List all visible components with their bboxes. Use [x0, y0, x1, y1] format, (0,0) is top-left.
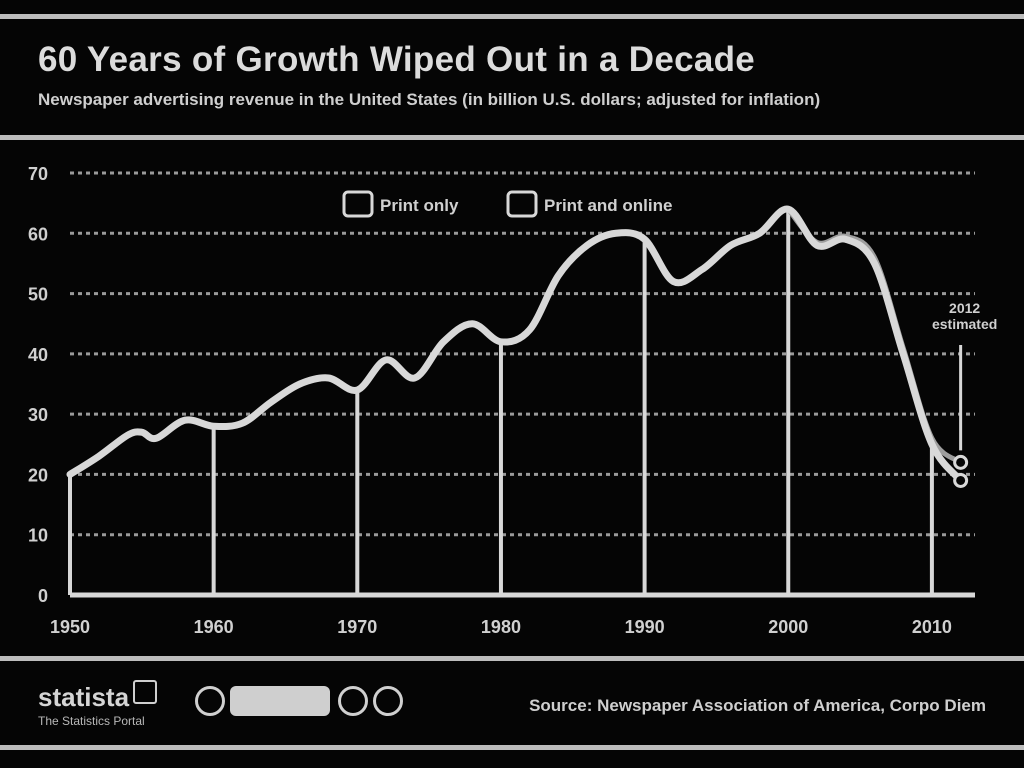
attribution-icon: [338, 686, 368, 716]
brand-tagline: The Statistics Portal: [38, 714, 145, 728]
x-tick-label-2010: 2010: [912, 617, 952, 637]
source-note: Source: Newspaper Association of America…: [529, 696, 986, 715]
legend-swatch-print-only: [342, 190, 374, 218]
bottom-rule: [0, 745, 1024, 750]
chart-subtitle: Newspaper advertising revenue in the Uni…: [38, 90, 821, 109]
check-icon: [133, 680, 158, 704]
line-chart: 0 10 20 30 40 50 60 70 1950 1960 1970 1980 1990 2000 2…: [28, 164, 997, 637]
y-tick-label-70: 70: [28, 164, 48, 184]
annotation-line2: estimated: [932, 316, 997, 332]
x-tick-label-1960: 1960: [194, 617, 234, 637]
creative-commons-icon: [195, 686, 225, 716]
legend-label-print-only: Print only: [380, 196, 459, 215]
annotation-text: 2012 estimated: [932, 300, 997, 332]
y-tick-label-30: 30: [28, 405, 48, 425]
legend-swatch-print-and-online: [506, 190, 538, 218]
x-tick-label-2000: 2000: [768, 617, 808, 637]
y-tick-label-20: 20: [28, 465, 48, 485]
top-rule: [0, 14, 1024, 19]
x-tick-label-1970: 1970: [337, 617, 377, 637]
y-tick-label-50: 50: [28, 285, 48, 305]
footer-divider: [0, 656, 1024, 661]
statista-logo: statista The Statistics Portal: [38, 680, 158, 728]
chart-title: 60 Years of Growth Wiped Out in a Decade: [38, 40, 756, 79]
y-tick-label-10: 10: [28, 526, 48, 546]
series-line-print-only: [66, 205, 965, 484]
x-tick-label-1990: 1990: [625, 617, 665, 637]
legend-label-print-and-online: Print and online: [544, 196, 672, 215]
x-tick-label-1950: 1950: [50, 617, 90, 637]
brand-name: statista: [38, 682, 130, 712]
noderivs-icon: [373, 686, 403, 716]
annotation-line1: 2012: [949, 300, 980, 316]
y-tick-label-40: 40: [28, 345, 48, 365]
header-divider: [0, 135, 1024, 140]
y-tick-label-60: 60: [28, 224, 48, 244]
y-tick-label-0: 0: [38, 586, 48, 606]
series-end-point-print-and-online: [953, 454, 969, 470]
x-tick-label-1980: 1980: [481, 617, 521, 637]
series-end-point-print-only: [953, 472, 969, 488]
license-badge-icon: [230, 686, 330, 716]
